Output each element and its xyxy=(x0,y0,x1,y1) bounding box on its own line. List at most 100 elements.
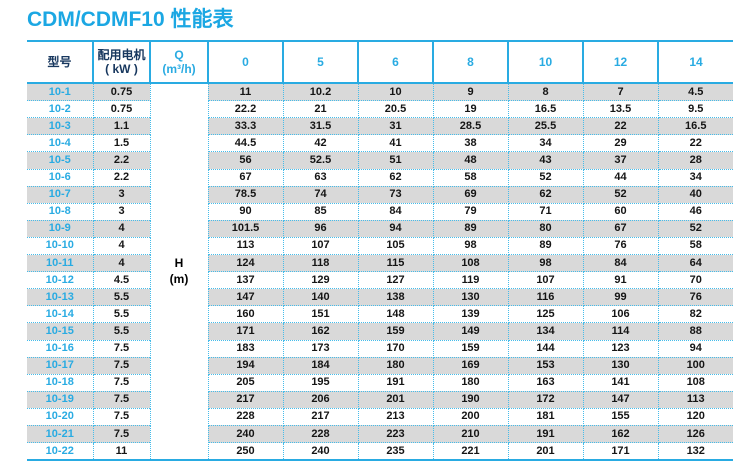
head-value-cell: 155 xyxy=(583,408,659,426)
head-value-cell: 181 xyxy=(508,408,584,426)
head-value-cell: 217 xyxy=(208,391,284,409)
head-value-cell: 113 xyxy=(208,237,284,256)
head-value-cell: 183 xyxy=(208,340,284,358)
head-value-cell: 180 xyxy=(433,374,509,392)
head-value-cell: 70 xyxy=(658,271,733,290)
model-cell: 10-15 xyxy=(27,322,94,341)
head-value-cell: 228 xyxy=(208,408,284,426)
head-value-cell: 43 xyxy=(508,151,584,170)
head-value-cell: 11 xyxy=(208,83,284,102)
table-row: 10-2 0.75 22.2 21 20.5 19 16.5 13.5 9.5 xyxy=(27,100,733,119)
kw-cell: 4 xyxy=(93,220,151,238)
kw-cell: 0.75 xyxy=(93,100,151,119)
kw-cell: 5.5 xyxy=(93,322,151,341)
head-value-cell: 85 xyxy=(283,203,359,221)
table-row: 10-9 4 101.5 96 94 89 80 67 52 xyxy=(27,220,733,238)
head-value-cell: 22 xyxy=(658,134,733,153)
head-value-cell: 124 xyxy=(208,254,284,273)
head-value-cell: 217 xyxy=(283,408,359,426)
head-value-cell: 159 xyxy=(433,340,509,358)
head-value-cell: 76 xyxy=(658,288,733,307)
head-value-cell: 52.5 xyxy=(283,151,359,170)
table-row: 10-8 3 90 85 84 79 71 60 46 xyxy=(27,203,733,221)
head-value-cell: 22 xyxy=(583,117,659,136)
kw-cell: 5.5 xyxy=(93,305,151,324)
head-value-cell: 250 xyxy=(208,442,284,461)
head-value-cell: 119 xyxy=(433,271,509,290)
head-value-cell: 62 xyxy=(508,186,584,204)
header-row: 型号 配用电机 ( kW ) Q (m³/h) 0 5 6 8 10 12 14 xyxy=(27,40,733,85)
flow-column-header: 10 xyxy=(508,40,584,85)
head-value-cell: 123 xyxy=(583,340,659,358)
head-value-cell: 108 xyxy=(433,254,509,273)
head-value-cell: 115 xyxy=(358,254,434,273)
table-row: 10-17 7.5 194 184 180 169 153 130 100 xyxy=(27,357,733,375)
head-value-cell: 31.5 xyxy=(283,117,359,136)
performance-table: 型号 配用电机 ( kW ) Q (m³/h) 0 5 6 8 10 12 14 10-1 0… xyxy=(27,40,733,461)
head-value-cell: 58 xyxy=(658,237,733,256)
motor-column-header: 配用电机 ( kW ) xyxy=(93,40,151,85)
head-value-cell: 240 xyxy=(283,442,359,461)
head-value-cell: 137 xyxy=(208,271,284,290)
head-value-cell: 52 xyxy=(508,169,584,187)
model-cell: 10-16 xyxy=(27,340,94,358)
head-value-cell: 52 xyxy=(658,220,733,238)
head-value-cell: 52 xyxy=(583,186,659,204)
head-value-cell: 138 xyxy=(358,288,434,307)
head-value-cell: 205 xyxy=(208,374,284,392)
kw-cell: 7.5 xyxy=(93,391,151,409)
table-row: 10-4 1.5 44.5 42 41 38 34 29 22 xyxy=(27,134,733,153)
head-value-cell: 94 xyxy=(358,220,434,238)
head-value-cell: 118 xyxy=(283,254,359,273)
head-value-cell: 194 xyxy=(208,357,284,375)
head-value-cell: 200 xyxy=(433,408,509,426)
head-value-cell: 29 xyxy=(583,134,659,153)
model-cell: 10-17 xyxy=(27,357,94,375)
table-row: 10-13 5.5 147 140 138 130 116 99 76 xyxy=(27,288,733,307)
table-row: 10-22 11 250 240 235 221 201 171 132 xyxy=(27,442,733,461)
head-value-cell: 153 xyxy=(508,357,584,375)
table-row: 10-20 7.5 228 217 213 200 181 155 120 xyxy=(27,408,733,426)
head-value-cell: 41 xyxy=(358,134,434,153)
table-row: 10-15 5.5 171 162 159 149 134 114 88 xyxy=(27,322,733,341)
head-value-cell: 13.5 xyxy=(583,100,659,119)
page-title: CDM/CDMF10 性能表 xyxy=(27,8,234,31)
head-value-cell: 73 xyxy=(358,186,434,204)
flow-column-header: 12 xyxy=(583,40,659,85)
q-header-line2: (m³/h) xyxy=(162,62,196,77)
head-value-cell: 67 xyxy=(583,220,659,238)
model-cell: 10-2 xyxy=(27,100,94,119)
table-row: 10-18 7.5 205 195 191 180 163 141 108 xyxy=(27,374,733,392)
head-value-cell: 71 xyxy=(508,203,584,221)
head-value-cell: 201 xyxy=(358,391,434,409)
table-row: 10-3 1.1 33.3 31.5 31 28.5 25.5 22 16.5 xyxy=(27,117,733,136)
head-value-cell: 184 xyxy=(283,357,359,375)
head-value-cell: 82 xyxy=(658,305,733,324)
head-value-cell: 191 xyxy=(358,374,434,392)
head-value-cell: 8 xyxy=(508,83,584,102)
head-value-cell: 67 xyxy=(208,169,284,187)
head-value-cell: 130 xyxy=(583,357,659,375)
head-value-cell: 37 xyxy=(583,151,659,170)
head-value-cell: 106 xyxy=(583,305,659,324)
head-value-cell: 98 xyxy=(508,254,584,273)
table-body: 10-1 0.75 H (m) 11 10.2 10 9 8 7 4.5 10-2 0.75 22.2 21… xyxy=(27,83,733,461)
head-value-cell: 62 xyxy=(358,169,434,187)
table-row: 10-19 7.5 217 206 201 190 172 147 113 xyxy=(27,391,733,409)
head-value-cell: 163 xyxy=(508,374,584,392)
kw-cell: 3 xyxy=(93,203,151,221)
head-value-cell: 129 xyxy=(283,271,359,290)
flow-q-column-header: Q (m³/h) xyxy=(150,40,209,85)
head-value-cell: 210 xyxy=(433,425,509,444)
model-column-header: 型号 xyxy=(27,40,94,85)
head-value-cell: 107 xyxy=(508,271,584,290)
kw-cell: 7.5 xyxy=(93,425,151,444)
head-value-cell: 89 xyxy=(508,237,584,256)
table-row: 10-10 4 113 107 105 98 89 76 58 xyxy=(27,237,733,256)
model-cell: 10-4 xyxy=(27,134,94,153)
head-value-cell: 16.5 xyxy=(508,100,584,119)
head-value-cell: 206 xyxy=(283,391,359,409)
head-value-cell: 100 xyxy=(658,357,733,375)
head-value-cell: 76 xyxy=(583,237,659,256)
head-value-cell: 148 xyxy=(358,305,434,324)
